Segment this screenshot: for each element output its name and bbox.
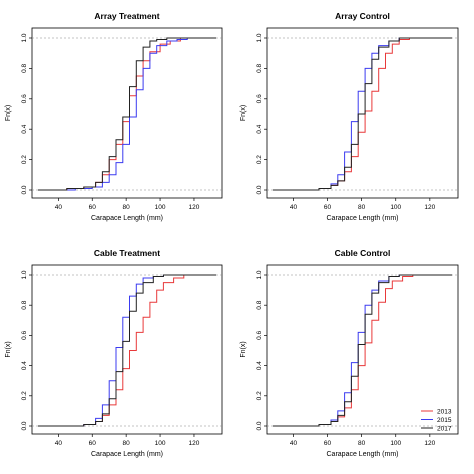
y-tick-label: 0.2: [21, 155, 28, 164]
y-tick-label: 0.4: [256, 361, 263, 370]
panel-cable-control: Cable Control 40 60 80 100 120 0.0 0.2 0.4 0.6 0.8…: [240, 248, 459, 458]
ecdf-line-2015: [38, 274, 216, 427]
ecdf-line-2013: [38, 37, 216, 191]
y-tick-label: 0.8: [21, 64, 28, 73]
x-tick-label: 80: [123, 204, 131, 211]
x-tick-label: 60: [89, 440, 97, 447]
y-tick-label: 0.0: [21, 185, 28, 194]
ecdf-line-2015: [38, 37, 216, 191]
plot-frame: [31, 264, 223, 435]
y-tick-label: 1.0: [21, 33, 28, 42]
y-tick-label: 0.6: [256, 331, 263, 340]
panel-title: Array Control: [335, 11, 390, 21]
x-axis-label: Carapace Length (mm): [327, 451, 399, 458]
y-tick-label: 0.2: [21, 391, 28, 400]
x-tick-label: 80: [358, 204, 366, 211]
panel-array-treatment: Array Treatment 40 60 80 100 120 0.0 0.2 0.4 0.6 0…: [5, 11, 223, 222]
y-tick-label: 0.8: [256, 64, 263, 73]
ecdf-line-2017: [273, 274, 452, 427]
ecdf-line-2017: [273, 37, 452, 191]
x-axis-label: Carapace Length (mm): [91, 451, 163, 458]
x-tick-label: 60: [324, 440, 332, 447]
x-tick-label: 120: [424, 204, 435, 211]
x-axis-label: Carapace Length (mm): [91, 215, 163, 222]
y-tick-label: 0.6: [21, 94, 28, 103]
plot-frame: [266, 27, 459, 199]
x-tick-label: 40: [55, 204, 63, 211]
x-tick-label: 100: [390, 204, 401, 211]
x-tick-label: 80: [123, 440, 131, 447]
ecdf-line-2013: [38, 274, 216, 427]
ecdf-line-2017: [38, 37, 216, 191]
x-tick-label: 120: [189, 440, 200, 447]
y-tick-label: 0.4: [21, 361, 28, 370]
x-tick-label: 40: [290, 440, 298, 447]
y-tick-label: 0.4: [256, 124, 263, 133]
plot-frame: [266, 264, 459, 435]
panel-title: Cable Treatment: [94, 248, 160, 258]
y-axis-label: Fn(x): [5, 341, 12, 357]
y-tick-label: 0.4: [21, 124, 28, 133]
panel-array-control: Array Control 40 60 80 100 120 0.0 0.2 0.4 0.6 0.8…: [240, 11, 459, 222]
y-axis-label: Fn(x): [240, 341, 247, 357]
y-tick-label: 1.0: [21, 270, 28, 279]
y-tick-label: 0.0: [256, 185, 263, 194]
legend-label-2015: 2015: [437, 417, 452, 424]
plot-frame: [31, 27, 223, 199]
y-axis-label: Fn(x): [240, 105, 247, 121]
x-tick-label: 100: [155, 204, 166, 211]
x-tick-label: 60: [324, 204, 332, 211]
y-tick-label: 1.0: [256, 270, 263, 279]
y-axis-label: Fn(x): [5, 105, 12, 121]
y-tick-label: 0.2: [256, 391, 263, 400]
y-tick-label: 0.0: [21, 421, 28, 430]
y-tick-label: 0.6: [256, 94, 263, 103]
x-tick-label: 120: [424, 440, 435, 447]
x-tick-label: 60: [89, 204, 97, 211]
panel-title: Cable Control: [335, 248, 391, 258]
y-tick-label: 0.8: [21, 300, 28, 309]
y-tick-label: 0.8: [256, 300, 263, 309]
x-tick-label: 100: [155, 440, 166, 447]
x-tick-label: 40: [55, 440, 63, 447]
legend-label-2017: 2017: [437, 425, 452, 432]
x-tick-label: 100: [390, 440, 401, 447]
ecdf-line-2017: [38, 274, 216, 427]
x-tick-label: 120: [189, 204, 200, 211]
panel-title: Array Treatment: [94, 11, 159, 21]
ecdf-line-2013: [273, 274, 452, 427]
y-tick-label: 1.0: [256, 33, 263, 42]
panel-cable-treatment: Cable Treatment 40 60 80 100 120 0.0 0.2 0.4 0.6 0…: [5, 248, 223, 458]
y-tick-label: 0.0: [256, 421, 263, 430]
y-tick-label: 0.2: [256, 155, 263, 164]
ecdf-line-2015: [273, 274, 452, 427]
legend-label-2013: 2013: [437, 408, 452, 415]
x-axis-label: Carapace Length (mm): [327, 215, 399, 222]
x-tick-label: 80: [358, 440, 366, 447]
y-tick-label: 0.6: [21, 331, 28, 340]
x-tick-label: 40: [290, 204, 298, 211]
